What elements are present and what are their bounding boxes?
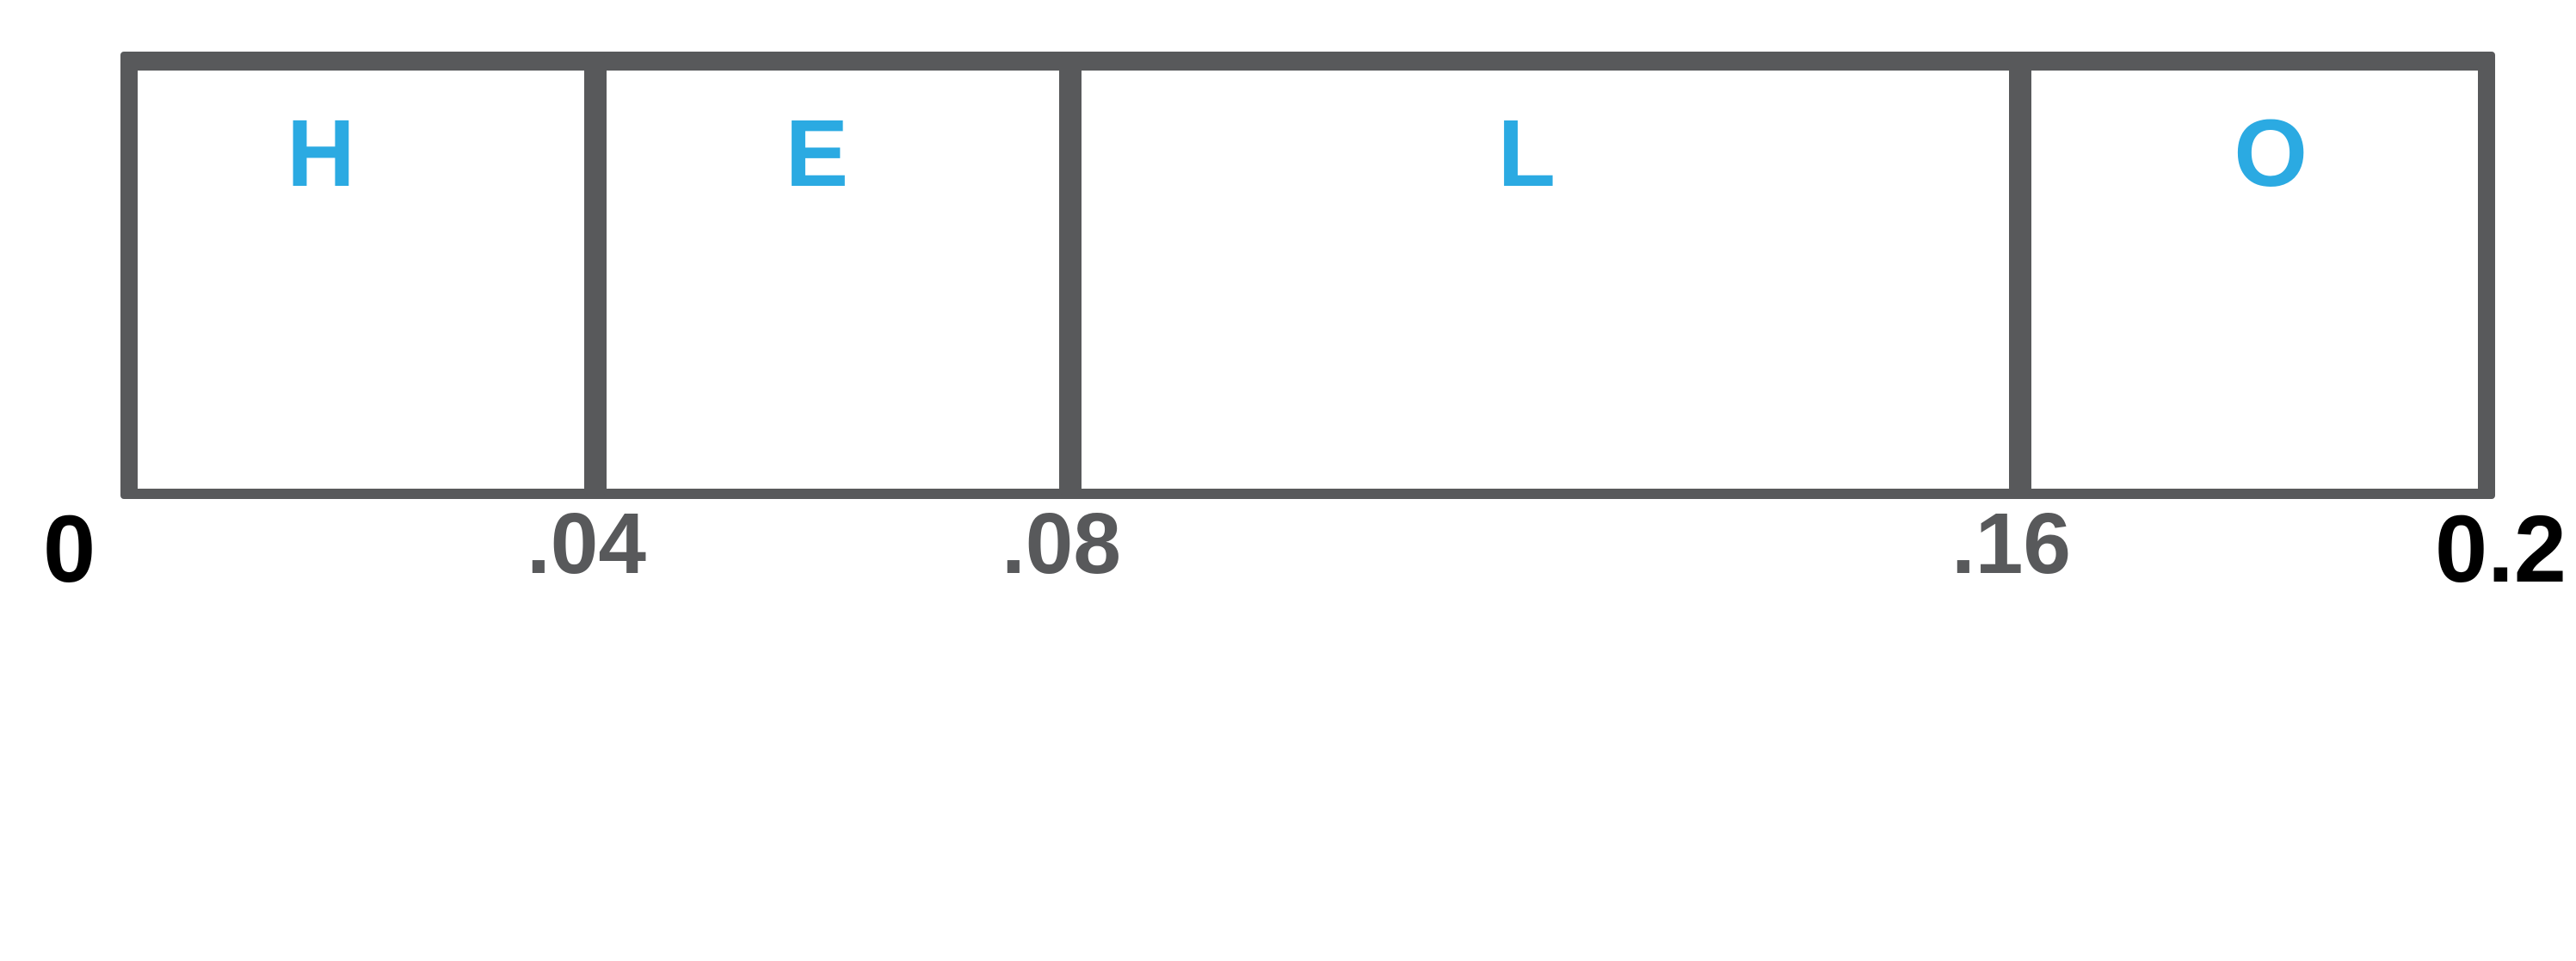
segment-label-l: L [1498, 99, 1556, 208]
axis-label-start: 0 [43, 495, 96, 604]
segment-label-h: H [287, 99, 354, 208]
segment-label-o: O [2234, 99, 2308, 208]
axis-label-tick: .16 [1951, 495, 2071, 594]
axis-label-tick: .04 [527, 495, 646, 594]
segment-label-e: E [786, 99, 848, 208]
axis-label-end: 0.2 [2435, 495, 2567, 604]
segment-divider [2009, 56, 2031, 495]
axis-label-tick: .08 [1001, 495, 1121, 594]
diagram-outer-box [120, 52, 2495, 499]
segment-divider [1059, 56, 1082, 495]
segmented-bar-diagram: H E L O 0 .04 .08 .16 0.2 [120, 52, 2495, 499]
segment-divider [584, 56, 607, 495]
